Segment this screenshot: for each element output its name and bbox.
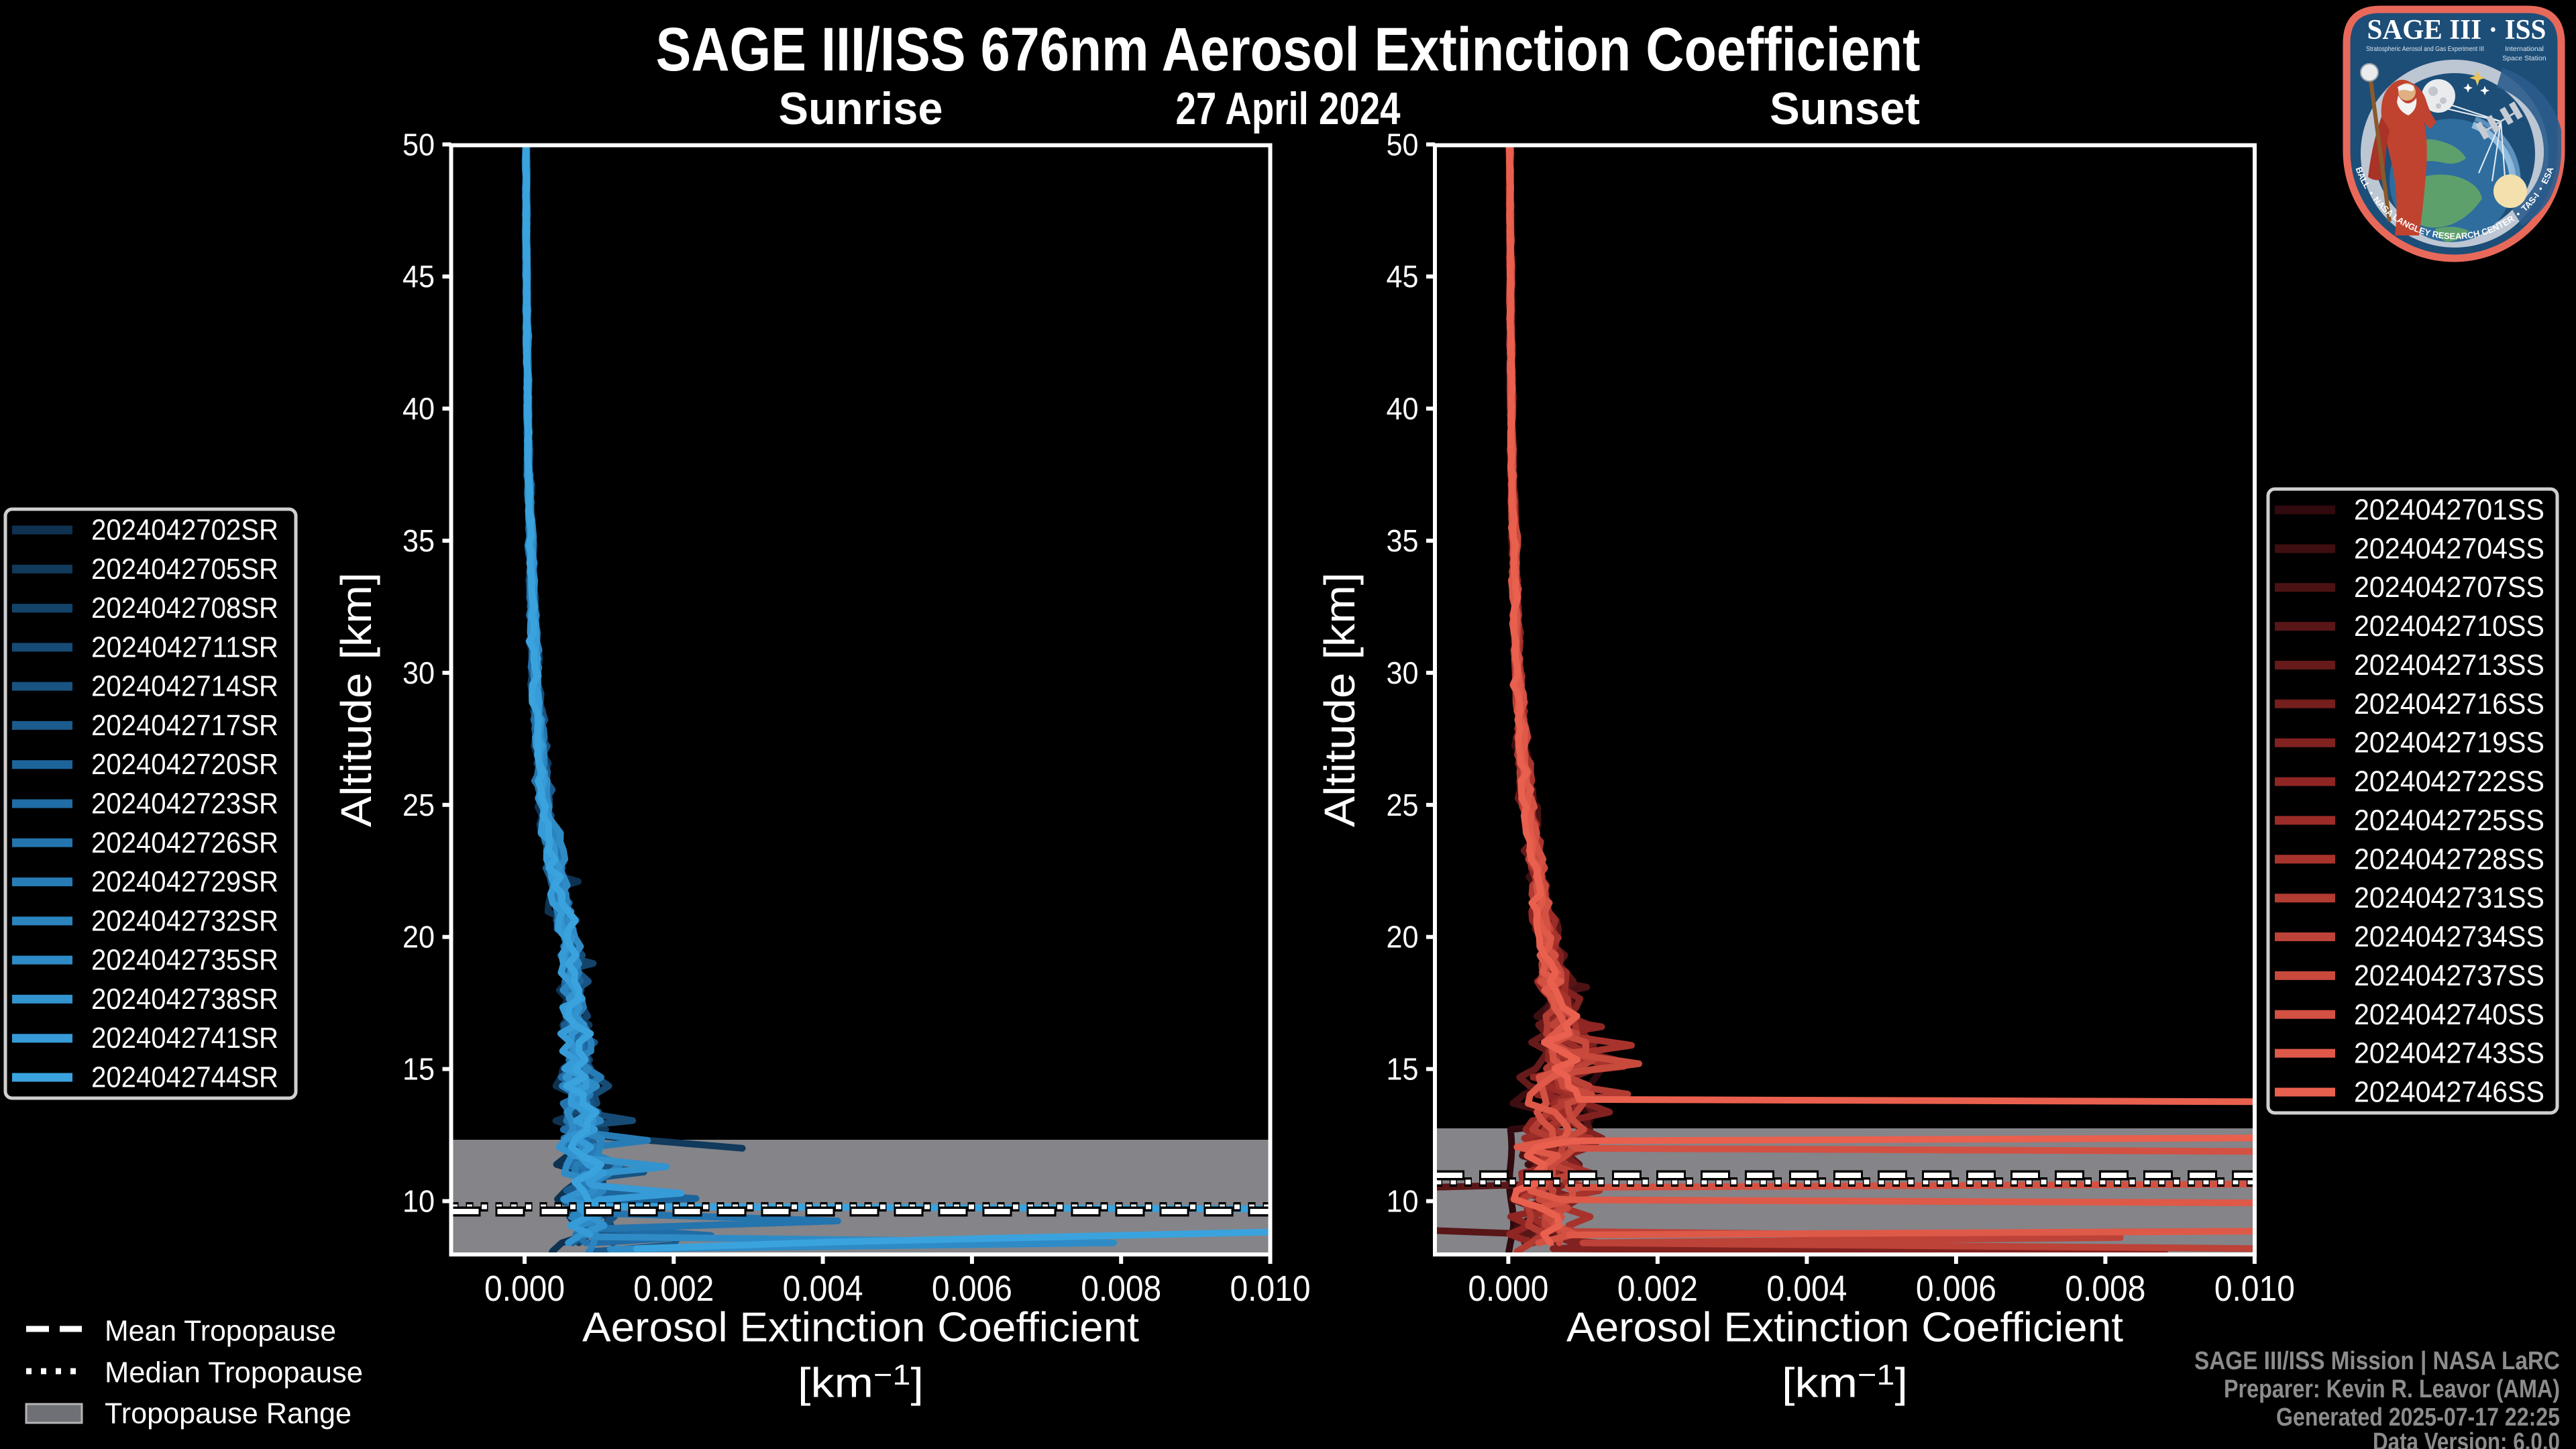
svg-text:45: 45 [402,259,435,294]
svg-text:0.006: 0.006 [932,1269,1012,1309]
svg-text:0.004: 0.004 [1766,1269,1847,1309]
svg-text:45: 45 [1387,259,1419,294]
svg-text:2024042732SR: 2024042732SR [91,904,278,937]
svg-text:Generated 2025-07-17 22:25: Generated 2025-07-17 22:25 [2276,1403,2560,1432]
svg-text:30: 30 [1387,655,1419,690]
svg-text:2024042713SS: 2024042713SS [2354,649,2544,682]
svg-text:2024042734SS: 2024042734SS [2354,920,2544,953]
svg-text:Sunset: Sunset [1770,83,1920,134]
svg-text:SAGE III · ISS: SAGE III · ISS [2367,15,2546,46]
svg-text:2024042702SR: 2024042702SR [91,514,278,547]
svg-text:0.010: 0.010 [2214,1269,2295,1309]
svg-text:20: 20 [402,920,435,955]
svg-text:0.004: 0.004 [783,1269,863,1309]
svg-text:50: 50 [1387,127,1419,162]
svg-text:2024042707SS: 2024042707SS [2354,571,2544,604]
svg-text:2024042722SS: 2024042722SS [2354,765,2544,798]
svg-text:2024042710SS: 2024042710SS [2354,610,2544,643]
svg-text:2024042705SR: 2024042705SR [91,553,278,586]
svg-text:2024042720SR: 2024042720SR [91,748,278,781]
svg-text:SAGE III/ISS Mission | NASA La: SAGE III/ISS Mission | NASA LaRC [2194,1347,2560,1375]
svg-text:2024042716SS: 2024042716SS [2354,688,2544,720]
svg-text:2024042701SS: 2024042701SS [2354,494,2544,527]
svg-text:Preparer: Kevin R. Leavor (AMA: Preparer: Kevin R. Leavor (AMA) [2224,1375,2560,1403]
svg-text:SAGE III/ISS 676nm Aerosol Ext: SAGE III/ISS 676nm Aerosol Extinction Co… [656,15,1921,84]
svg-text:Data Version: 6.0.0: Data Version: 6.0.0 [2373,1428,2560,1449]
svg-text:2024042711SR: 2024042711SR [91,631,278,663]
svg-text:10: 10 [402,1184,435,1219]
svg-text:30: 30 [402,655,435,690]
svg-text:Aerosol Extinction Coefficient: Aerosol Extinction Coefficient [582,1305,1139,1351]
svg-text:2024042725SS: 2024042725SS [2354,804,2544,837]
svg-text:2024042717SR: 2024042717SR [91,709,278,742]
svg-text:25: 25 [402,788,435,822]
svg-text:2024042737SS: 2024042737SS [2354,959,2544,992]
svg-text:2024042741SR: 2024042741SR [91,1022,278,1055]
svg-text:2024042708SR: 2024042708SR [91,592,278,625]
svg-text:Stratospheric Aerosol and Gas: Stratospheric Aerosol and Gas Experiment… [2366,45,2484,53]
svg-text:2024042714SR: 2024042714SR [91,670,278,703]
svg-text:15: 15 [1387,1052,1419,1087]
svg-text:2024042746SS: 2024042746SS [2354,1076,2544,1109]
svg-text:2024042743SS: 2024042743SS [2354,1037,2544,1070]
svg-text:Tropopause Range: Tropopause Range [105,1397,352,1430]
svg-text:2024042719SS: 2024042719SS [2354,727,2544,759]
svg-text:0.006: 0.006 [1916,1269,1996,1309]
svg-text:0.008: 0.008 [2065,1269,2145,1309]
svg-text:2024042731SS: 2024042731SS [2354,881,2544,914]
svg-text:2024042744SR: 2024042744SR [91,1061,278,1094]
svg-text:0.000: 0.000 [484,1269,565,1309]
svg-text:25: 25 [1387,788,1419,822]
svg-text:10: 10 [1387,1184,1419,1219]
svg-text:20: 20 [1387,920,1419,955]
svg-text:Altitude [km]: Altitude [km] [332,572,380,827]
svg-text:35: 35 [1387,523,1419,558]
svg-text:0.002: 0.002 [1617,1269,1698,1309]
svg-text:0.002: 0.002 [633,1269,714,1309]
svg-text:Mean Tropopause: Mean Tropopause [105,1315,336,1348]
svg-text:Sunrise: Sunrise [779,83,943,134]
svg-text:40: 40 [402,391,435,426]
svg-text:15: 15 [402,1052,435,1087]
svg-text:0.010: 0.010 [1230,1269,1311,1309]
svg-text:2024042704SS: 2024042704SS [2354,532,2544,565]
svg-text:0.000: 0.000 [1468,1269,1548,1309]
svg-text:2024042740SS: 2024042740SS [2354,998,2544,1031]
svg-text:2024042735SR: 2024042735SR [91,944,278,977]
svg-text:2024042723SR: 2024042723SR [91,788,278,820]
svg-text:35: 35 [402,523,435,558]
svg-text:2024042726SR: 2024042726SR [91,826,278,859]
svg-text:2024042738SR: 2024042738SR [91,983,278,1016]
svg-text:2024042728SS: 2024042728SS [2354,843,2544,875]
svg-text:Aerosol Extinction Coefficient: Aerosol Extinction Coefficient [1566,1305,2123,1351]
svg-text:Space Station: Space Station [2502,54,2546,62]
svg-text:50: 50 [402,127,435,162]
svg-text:Altitude [km]: Altitude [km] [1316,572,1364,827]
svg-text:Median Tropopause: Median Tropopause [105,1356,363,1389]
svg-text:2024042729SR: 2024042729SR [91,865,278,898]
svg-text:International: International [2505,45,2544,53]
svg-text:27 April 2024: 27 April 2024 [1176,83,1401,134]
svg-text:0.008: 0.008 [1081,1269,1161,1309]
svg-text:40: 40 [1387,391,1419,426]
